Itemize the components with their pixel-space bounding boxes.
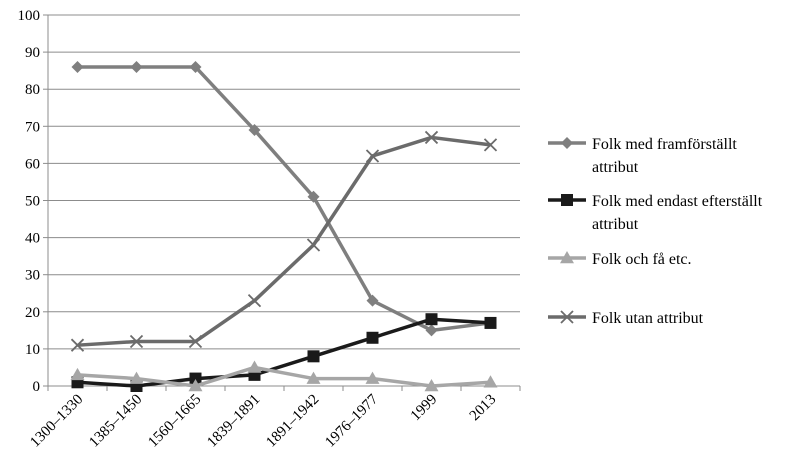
y-tick-label: 50 (25, 194, 40, 210)
legend-label: attribut (592, 159, 639, 176)
y-tick-label: 40 (25, 231, 40, 247)
series-line (77, 317, 491, 388)
series-4 (70, 130, 498, 352)
data-point (307, 350, 320, 363)
data-point (129, 371, 144, 384)
data-point (561, 137, 573, 149)
x-tick-label: 1976–1977 (322, 391, 381, 450)
y-tick-label: 10 (25, 342, 40, 358)
legend-label: Folk och få etc. (592, 251, 692, 268)
legend-item: Folk med framförställt attribut (548, 136, 737, 176)
data-point (366, 294, 379, 307)
x-tick-label: 1385–1450 (86, 392, 145, 451)
data-point (307, 190, 320, 203)
x-tick-label: 1999 (408, 392, 441, 425)
gridlines (48, 14, 520, 387)
legend-item: Folk utan attribut (548, 310, 704, 327)
x-tick-label: 1560–1665 (145, 392, 204, 451)
data-point (483, 375, 498, 388)
legend-label: Folk med endast efterställt (592, 193, 763, 210)
data-point (248, 124, 261, 137)
y-tick-label: 0 (33, 379, 41, 395)
x-tick-label: 2013 (467, 392, 500, 425)
data-point (560, 251, 574, 264)
series-group (70, 60, 498, 392)
y-tick-label: 90 (25, 45, 40, 61)
data-point (306, 371, 321, 384)
legend-item: Folk och få etc. (548, 251, 692, 268)
y-tick-label: 30 (25, 268, 40, 284)
y-tick-label: 60 (25, 156, 40, 172)
data-point (70, 367, 85, 381)
data-point (425, 313, 438, 326)
series-line (77, 65, 491, 333)
data-point (424, 379, 439, 392)
y-axis: 0 10 20 30 40 50 60 70 80 90 100 (18, 8, 49, 395)
data-point (189, 372, 202, 385)
data-point (306, 238, 321, 252)
data-point (188, 379, 203, 392)
series-line (77, 365, 491, 388)
data-point (424, 130, 439, 145)
data-point (129, 334, 144, 349)
legend-label: Folk utan attribut (592, 310, 704, 327)
legend-item: Folk med endast efterställt attribut (548, 193, 763, 233)
data-point (484, 316, 497, 329)
y-tick-label: 70 (25, 119, 40, 135)
data-point (483, 138, 498, 152)
y-tick-label: 100 (18, 8, 41, 24)
data-point (130, 60, 143, 73)
series-line (77, 135, 491, 347)
x-tick-label: 1300–1330 (27, 392, 86, 451)
x-tick-label: 1839–1891 (204, 392, 263, 451)
data-point (365, 371, 380, 384)
data-point (365, 149, 380, 163)
data-point (425, 324, 438, 337)
data-point (71, 60, 84, 73)
data-point (70, 338, 85, 352)
data-point (561, 194, 573, 206)
data-point (189, 60, 202, 73)
y-tick-label: 80 (25, 82, 40, 98)
legend-label: attribut (592, 216, 639, 233)
data-point (247, 294, 262, 308)
x-tick-label: 1891–1942 (263, 392, 322, 451)
x-axis: 1300–1330 1385–1450 1560–1665 1839–1891 1891… (27, 385, 521, 451)
data-point (247, 360, 262, 373)
legend-label: Folk med framförställt (592, 136, 737, 153)
data-point (560, 310, 574, 324)
series-3 (70, 360, 498, 392)
data-point (366, 331, 379, 344)
data-point (188, 334, 203, 349)
series-1 (71, 60, 497, 337)
y-tick-label: 20 (25, 305, 40, 321)
